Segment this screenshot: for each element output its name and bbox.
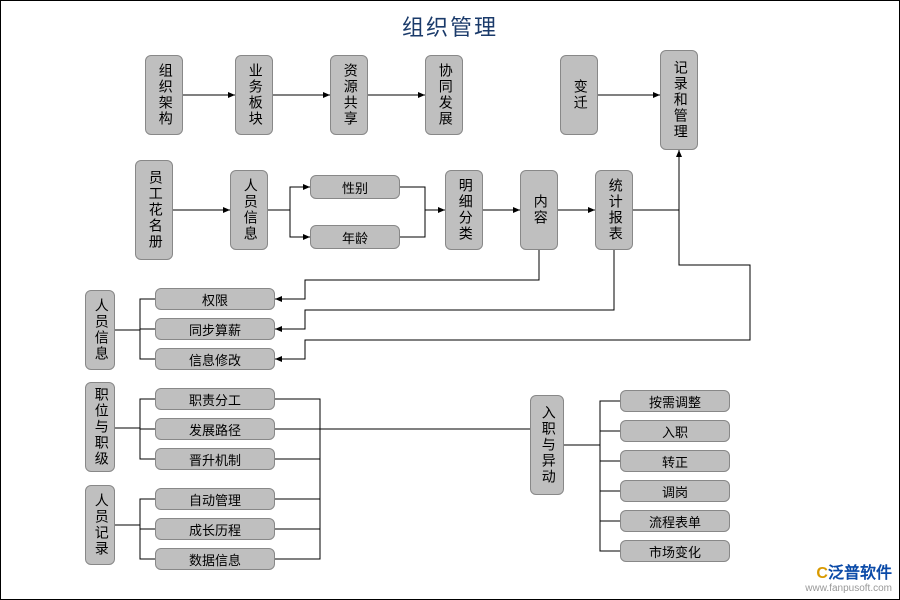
node-position: 职位与职级: [85, 382, 115, 472]
node-sync: 同步算薪: [155, 318, 275, 340]
node-gender: 性别: [310, 175, 400, 199]
node-regular: 转正: [620, 450, 730, 472]
watermark: C泛普软件 www.fanpusoft.com: [805, 565, 892, 594]
node-growth: 成长历程: [155, 518, 275, 540]
node-coop: 协同发展: [425, 55, 463, 135]
node-roster: 员工花名册: [135, 160, 173, 260]
node-adjust: 按需调整: [620, 390, 730, 412]
node-transfer: 调岗: [620, 480, 730, 502]
node-flow: 流程表单: [620, 510, 730, 532]
watermark-brand: 泛普软件: [828, 565, 892, 582]
node-org: 组织架构: [145, 55, 183, 135]
node-age: 年龄: [310, 225, 400, 249]
node-join: 入职: [620, 420, 730, 442]
diagram-title: 组织管理: [0, 10, 900, 42]
node-path: 发展路径: [155, 418, 275, 440]
node-detail: 明细分类: [445, 170, 483, 250]
watermark-accent: C: [816, 565, 828, 582]
node-stats: 统计报表: [595, 170, 633, 250]
node-content: 内容: [520, 170, 558, 250]
node-pinfo2: 人员信息: [85, 290, 115, 370]
node-res: 资源共享: [330, 55, 368, 135]
node-biz: 业务板块: [235, 55, 273, 135]
watermark-url: www.fanpusoft.com: [805, 583, 892, 594]
node-market: 市场变化: [620, 540, 730, 562]
node-record: 记录和管理: [660, 50, 698, 150]
node-precord: 人员记录: [85, 485, 115, 565]
node-promote: 晋升机制: [155, 448, 275, 470]
node-pinfo: 人员信息: [230, 170, 268, 250]
node-edit: 信息修改: [155, 348, 275, 370]
node-datainfo: 数据信息: [155, 548, 275, 570]
node-duty: 职责分工: [155, 388, 275, 410]
node-change: 变迁: [560, 55, 598, 135]
node-auto: 自动管理: [155, 488, 275, 510]
node-perm: 权限: [155, 288, 275, 310]
node-onboard: 入职与异动: [530, 395, 564, 495]
